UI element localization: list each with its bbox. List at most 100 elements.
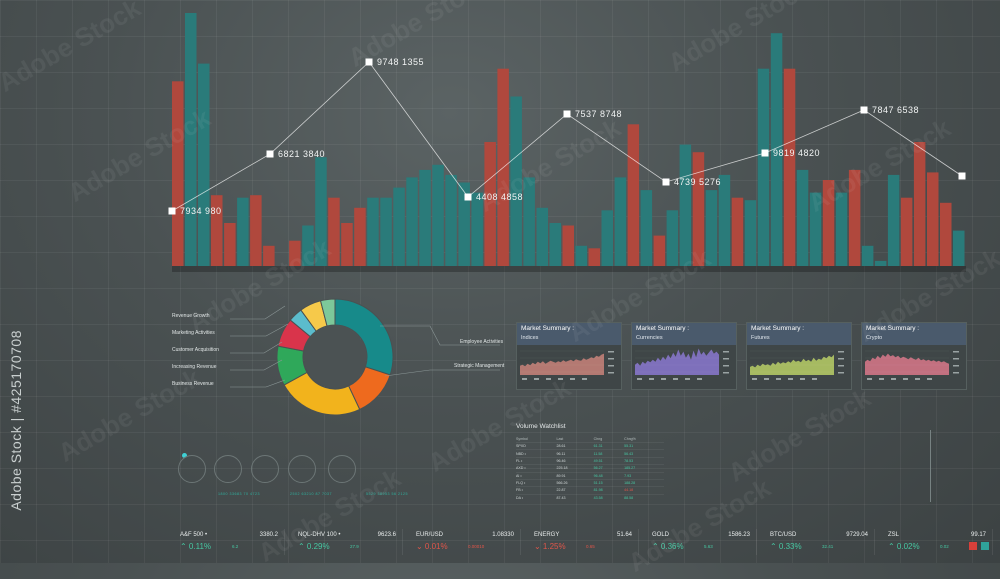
market-axis-tick (697, 378, 702, 380)
market-card-currencies[interactable]: Market Summary : Currencies (631, 322, 737, 390)
callout-label: 6821 3840 (278, 149, 325, 159)
market-card-crypto[interactable]: Market Summary : Crypto (861, 322, 967, 390)
ticker-item[interactable]: A&F 500 • 3380.2 ⌃ 0.11% 6.2 (172, 529, 285, 555)
bar (744, 200, 757, 266)
market-card-area-chart (750, 350, 844, 380)
ticker-name: NQL-DHV 100 • (298, 532, 341, 538)
dial-1[interactable] (178, 455, 206, 483)
market-axis-tick (812, 378, 817, 380)
main-bar-chart: 7934 980 6821 3840 9748 1355 4408 4858 7537 … (171, 13, 966, 272)
market-axis-tick (723, 365, 729, 367)
bar (341, 223, 353, 266)
bar (549, 223, 561, 266)
callout-marker (365, 58, 373, 66)
market-axis-tick (953, 358, 959, 360)
dial-3[interactable] (251, 455, 279, 483)
ticker-item[interactable]: ENERGY 51.64 ⌄ 1.25% 0.65 (526, 529, 639, 555)
bar (289, 240, 301, 266)
watchlist-chng: 11.58 (593, 449, 625, 458)
table-row[interactable]: DA • 87.43 43.58 88.58 (516, 493, 664, 501)
dial-caption: 1800 33683 70 4723 (218, 492, 260, 496)
table-row[interactable]: FB • 22.87 81.98 44.18 (516, 486, 664, 495)
watchlist-col-symbol: Symbol (516, 437, 528, 441)
callout-trend-line (171, 61, 963, 212)
ticker-item[interactable]: ZSL 99.17 ⌃ 0.02% 0.02 (880, 529, 993, 555)
donut-leader-line (230, 305, 286, 320)
bar (198, 63, 210, 266)
donut-leader-line (230, 379, 286, 388)
market-axis-tick (903, 378, 908, 380)
bar (900, 197, 913, 266)
market-area (750, 354, 834, 375)
bar (250, 195, 262, 266)
bar (940, 202, 952, 266)
market-card-futures[interactable]: Market Summary : Futures (746, 322, 852, 390)
donut-slice (319, 298, 336, 327)
ticker-item[interactable]: BTC/USD 9729.04 ⌃ 0.33% 32.41 (762, 529, 875, 555)
watchlist-symbol: SPXD (516, 441, 557, 450)
dial-caption: 5529 38953 56 2125 (366, 492, 408, 496)
market-card-indices[interactable]: Market Summary : Indices (516, 322, 622, 390)
ticker-percent: ⌄ 0.01% (416, 542, 448, 551)
table-row[interactable]: FL • 96.46 49.51 78.53 (516, 456, 664, 465)
indicator-dials: 1800 33683 70 4723 2502 63210 87 7037 55… (178, 450, 407, 500)
watermark-side-text: Adobe Stock | #425170708 (8, 330, 24, 511)
bar (380, 197, 392, 266)
bar (393, 187, 405, 266)
bar (705, 190, 718, 266)
dial-5[interactable] (328, 455, 356, 483)
watchlist-chng-pct: 7.93 (624, 471, 664, 480)
donut-hole (304, 326, 366, 388)
ticker-name: ZSL (888, 532, 900, 538)
donut-chart (230, 298, 500, 416)
watchlist-symbol: AXD • (516, 464, 557, 472)
bar (835, 192, 848, 266)
market-axis-tick (649, 378, 654, 380)
table-row[interactable]: AXD • 225.18 56.27 185.27 (516, 464, 664, 472)
watchlist-symbol: FB • (516, 486, 557, 495)
table-row[interactable]: AI • 89.91 96.48 7.93 (516, 471, 664, 480)
ticker-item[interactable]: GOLD 1586.23 ⌃ 0.36% 5.63 (644, 529, 757, 555)
watchlist-chng-pct: 56.43 (624, 449, 664, 458)
table-row[interactable]: NBD • 96.11 11.58 56.43 (516, 449, 664, 458)
table-row[interactable]: SPXD 28.61 61.31 55.31 (516, 441, 664, 450)
callout-marker (464, 193, 472, 201)
market-axis-tick (661, 378, 666, 380)
bar (861, 245, 874, 266)
ticker-value: 9623.6 (377, 532, 396, 538)
ticker-item[interactable]: EUR/USD 1.08330 ⌄ 0.01% 0.00010 (408, 529, 521, 555)
dial-4[interactable] (288, 455, 316, 483)
table-row[interactable]: FLQ • 566.26 51.15 188.28 (516, 478, 664, 487)
bar (640, 190, 653, 266)
dial-2[interactable] (214, 455, 242, 483)
callout-label: 4408 4858 (476, 192, 523, 202)
callout-marker (860, 106, 868, 114)
market-axis-tick (546, 378, 551, 380)
bar (913, 142, 926, 266)
market-axis-tick (608, 372, 614, 374)
market-card-subtitle: Crypto (866, 335, 883, 341)
bar (575, 245, 587, 266)
dial-caption: 2502 63210 87 7037 (290, 492, 332, 496)
bar (302, 225, 314, 266)
donut-label-employee-activities: Employee Activities (460, 339, 504, 345)
watchlist-chng: 49.51 (593, 456, 625, 465)
watchlist-chng-pct: 188.28 (624, 478, 664, 487)
ticker-percent: ⌃ 0.11% (180, 542, 212, 551)
market-axis-tick (723, 358, 729, 360)
donut-leader-line (230, 341, 283, 354)
ticker-item[interactable]: NQL-DHV 100 • 9623.6 ⌃ 0.29% 27.9 (290, 529, 403, 555)
market-card-subtitle: Indices (521, 335, 539, 341)
market-axis-tick (752, 378, 757, 380)
ticker-change: 27.9 (350, 544, 359, 549)
bar (796, 169, 809, 266)
donut-chart-panel: Revenue Growth Marketing Activities Cust… (170, 296, 510, 418)
watchlist-chng: 96.48 (593, 471, 625, 480)
ticker-change: 32.41 (822, 544, 834, 549)
bar (809, 192, 822, 266)
watchlist-chng-pct: 185.27 (624, 464, 664, 472)
market-axis-tick (927, 378, 932, 380)
ticker-name: BTC/USD (770, 532, 797, 538)
watchlist-last: 22.87 (556, 486, 594, 495)
market-card-header: Market Summary : Crypto (862, 323, 966, 345)
